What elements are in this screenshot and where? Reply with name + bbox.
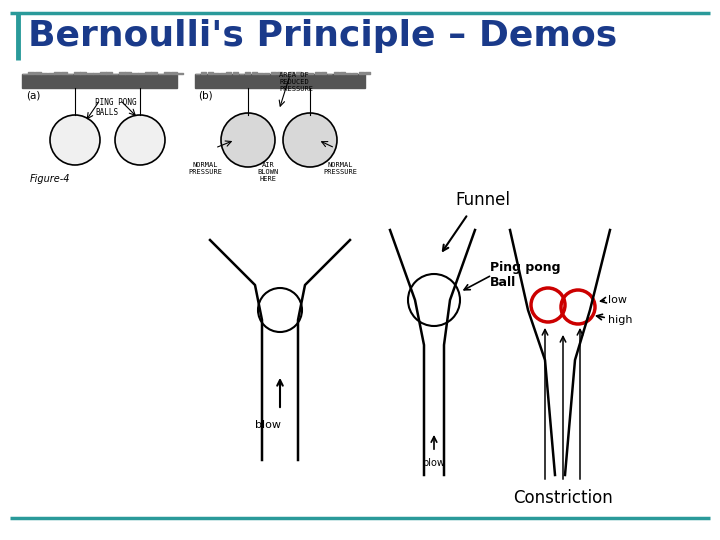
Text: (a): (a) [26,90,40,100]
Text: blow: blow [255,420,281,430]
Text: NORMAL
PRESSURE: NORMAL PRESSURE [323,162,357,175]
Text: AREA OF
REDUCED
PRESSURE: AREA OF REDUCED PRESSURE [279,72,313,92]
Circle shape [258,288,302,332]
Circle shape [50,115,100,165]
Text: PING PONG
BALLS: PING PONG BALLS [95,98,137,117]
Text: blow: blow [423,458,446,468]
Text: Funnel: Funnel [455,191,510,209]
Circle shape [408,274,460,326]
Text: AIR
BLOWN
HERE: AIR BLOWN HERE [257,162,279,182]
Circle shape [221,113,275,167]
Text: low: low [608,295,627,305]
Bar [195,74,365,88]
Text: Figure-4: Figure-4 [30,174,71,184]
Text: Bernoulli's Principle – Demos: Bernoulli's Principle – Demos [28,19,617,53]
Text: (b): (b) [198,90,212,100]
Text: NORMAL
PRESSURE: NORMAL PRESSURE [188,162,222,175]
Text: Constriction: Constriction [513,489,613,507]
Bar [22,74,177,88]
Text: Ping pong
Ball: Ping pong Ball [490,261,560,289]
Text: high: high [608,315,632,325]
Circle shape [115,115,165,165]
Circle shape [283,113,337,167]
